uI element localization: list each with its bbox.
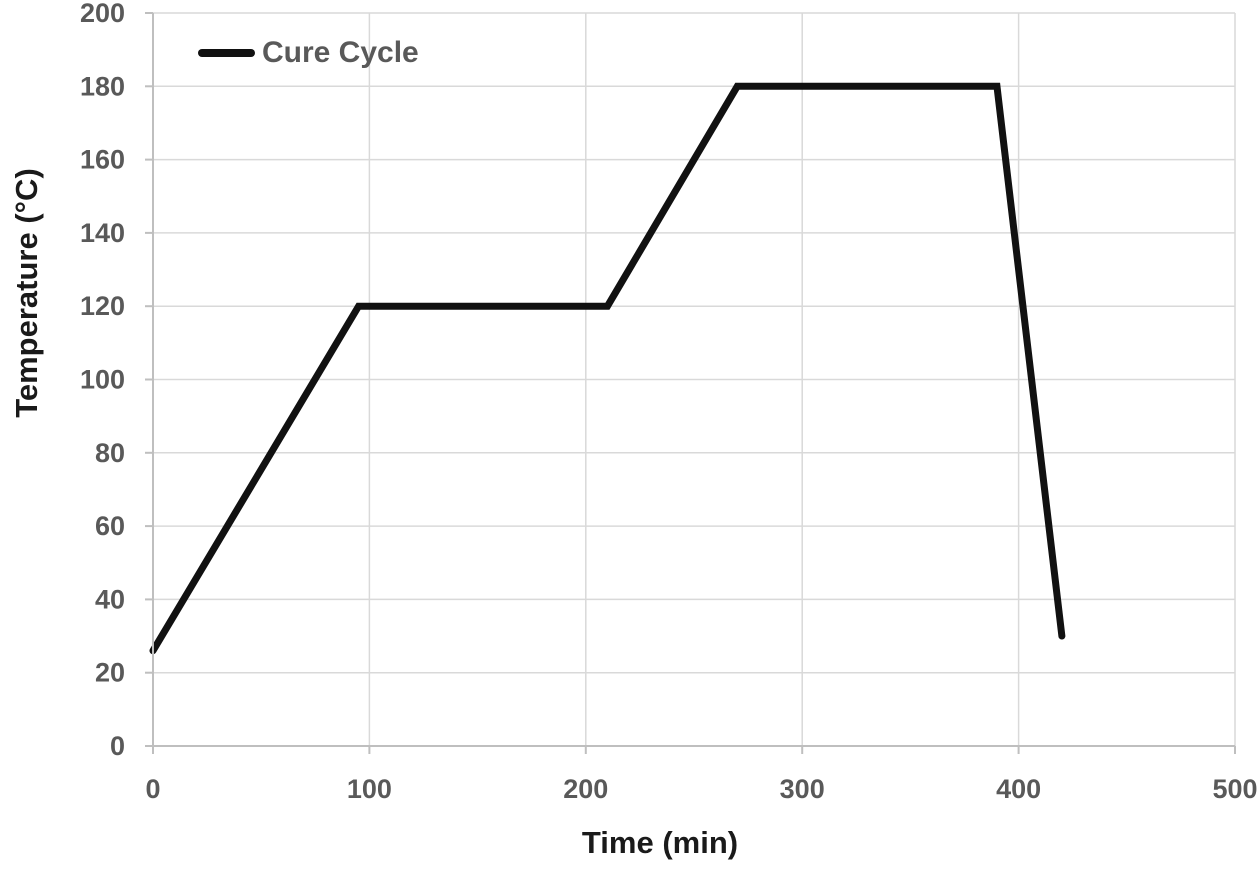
y-tick-label: 0 — [110, 731, 125, 761]
x-axis-title: Time (min) — [581, 825, 739, 860]
x-tick-label: 100 — [347, 774, 392, 804]
y-tick-label: 40 — [95, 584, 125, 614]
y-tick-label: 80 — [95, 438, 125, 468]
y-tick-label: 200 — [80, 0, 125, 28]
y-tick-label: 180 — [80, 71, 125, 101]
y-tick-label: 120 — [80, 291, 125, 321]
y-tick-label: 140 — [80, 218, 125, 248]
x-tick-label: 400 — [996, 774, 1041, 804]
series-line — [149, 82, 1066, 655]
x-tick-label: 500 — [1212, 774, 1257, 804]
y-tick-label: 160 — [80, 145, 125, 175]
y-tick-label: 100 — [80, 365, 125, 395]
x-tick-label: 0 — [145, 774, 160, 804]
legend: Cure Cycle — [198, 36, 419, 69]
legend-label: Cure Cycle — [262, 36, 419, 69]
x-tick-label: 200 — [563, 774, 608, 804]
x-tick-label: 300 — [780, 774, 825, 804]
y-axis-title: Temperature (°C) — [9, 168, 44, 418]
y-tick-label: 60 — [95, 511, 125, 541]
y-tick-label: 20 — [95, 658, 125, 688]
legend-line-swatch — [198, 48, 255, 57]
